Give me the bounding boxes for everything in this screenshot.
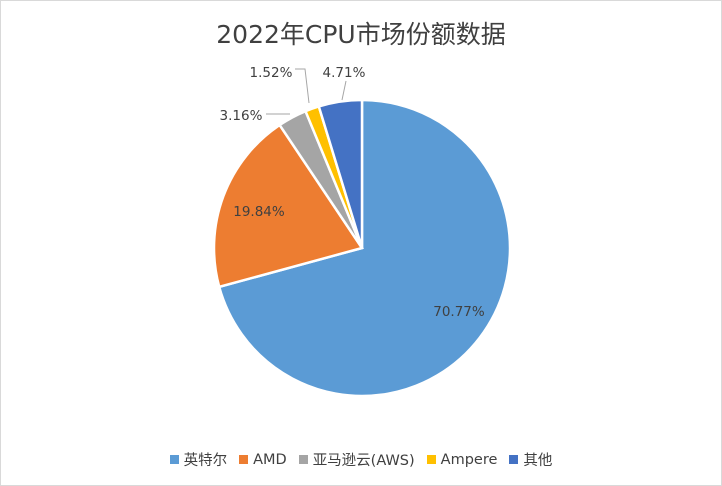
- legend-swatch: [239, 455, 249, 464]
- data-label-4: 4.71%: [323, 65, 366, 81]
- legend-label: 英特尔: [183, 453, 228, 469]
- pie-slice-1: [212, 123, 365, 289]
- pie-chart: 70.77% 19.84% 3.16% 1.52% 4.71%: [212, 65, 512, 398]
- legend-label: AMD: [253, 451, 287, 468]
- legend-item-0: 英特尔: [169, 449, 228, 470]
- pie-slice-0: [217, 98, 512, 398]
- legend-item-4: 其他: [509, 449, 552, 470]
- data-label-1: 19.84%: [233, 204, 285, 220]
- pie-slice-4: [317, 98, 364, 249]
- legend-label: 其他: [523, 453, 553, 469]
- legend-item-2: 亚马逊云(AWS): [298, 449, 415, 470]
- legend-swatch: [169, 455, 179, 464]
- legend: 英特尔 AMD 亚马逊云(AWS) Ampere 其他: [1, 449, 721, 470]
- legend-item-1: AMD: [239, 449, 287, 470]
- legend-swatch: [298, 455, 308, 464]
- data-label-0: 70.77%: [433, 304, 485, 320]
- data-label-3: 1.52%: [250, 65, 293, 81]
- data-label-2: 3.16%: [220, 108, 263, 124]
- legend-label: Ampere: [440, 451, 498, 468]
- legend-swatch: [509, 455, 519, 464]
- chart-title: 2022年CPU市场份额数据: [216, 20, 506, 49]
- legend-label: 亚马逊云(AWS): [312, 453, 415, 469]
- leader-line-3: [295, 68, 310, 104]
- legend-item-3: Ampere: [426, 449, 498, 470]
- legend-swatch: [426, 455, 436, 464]
- leader-line-4: [341, 80, 347, 101]
